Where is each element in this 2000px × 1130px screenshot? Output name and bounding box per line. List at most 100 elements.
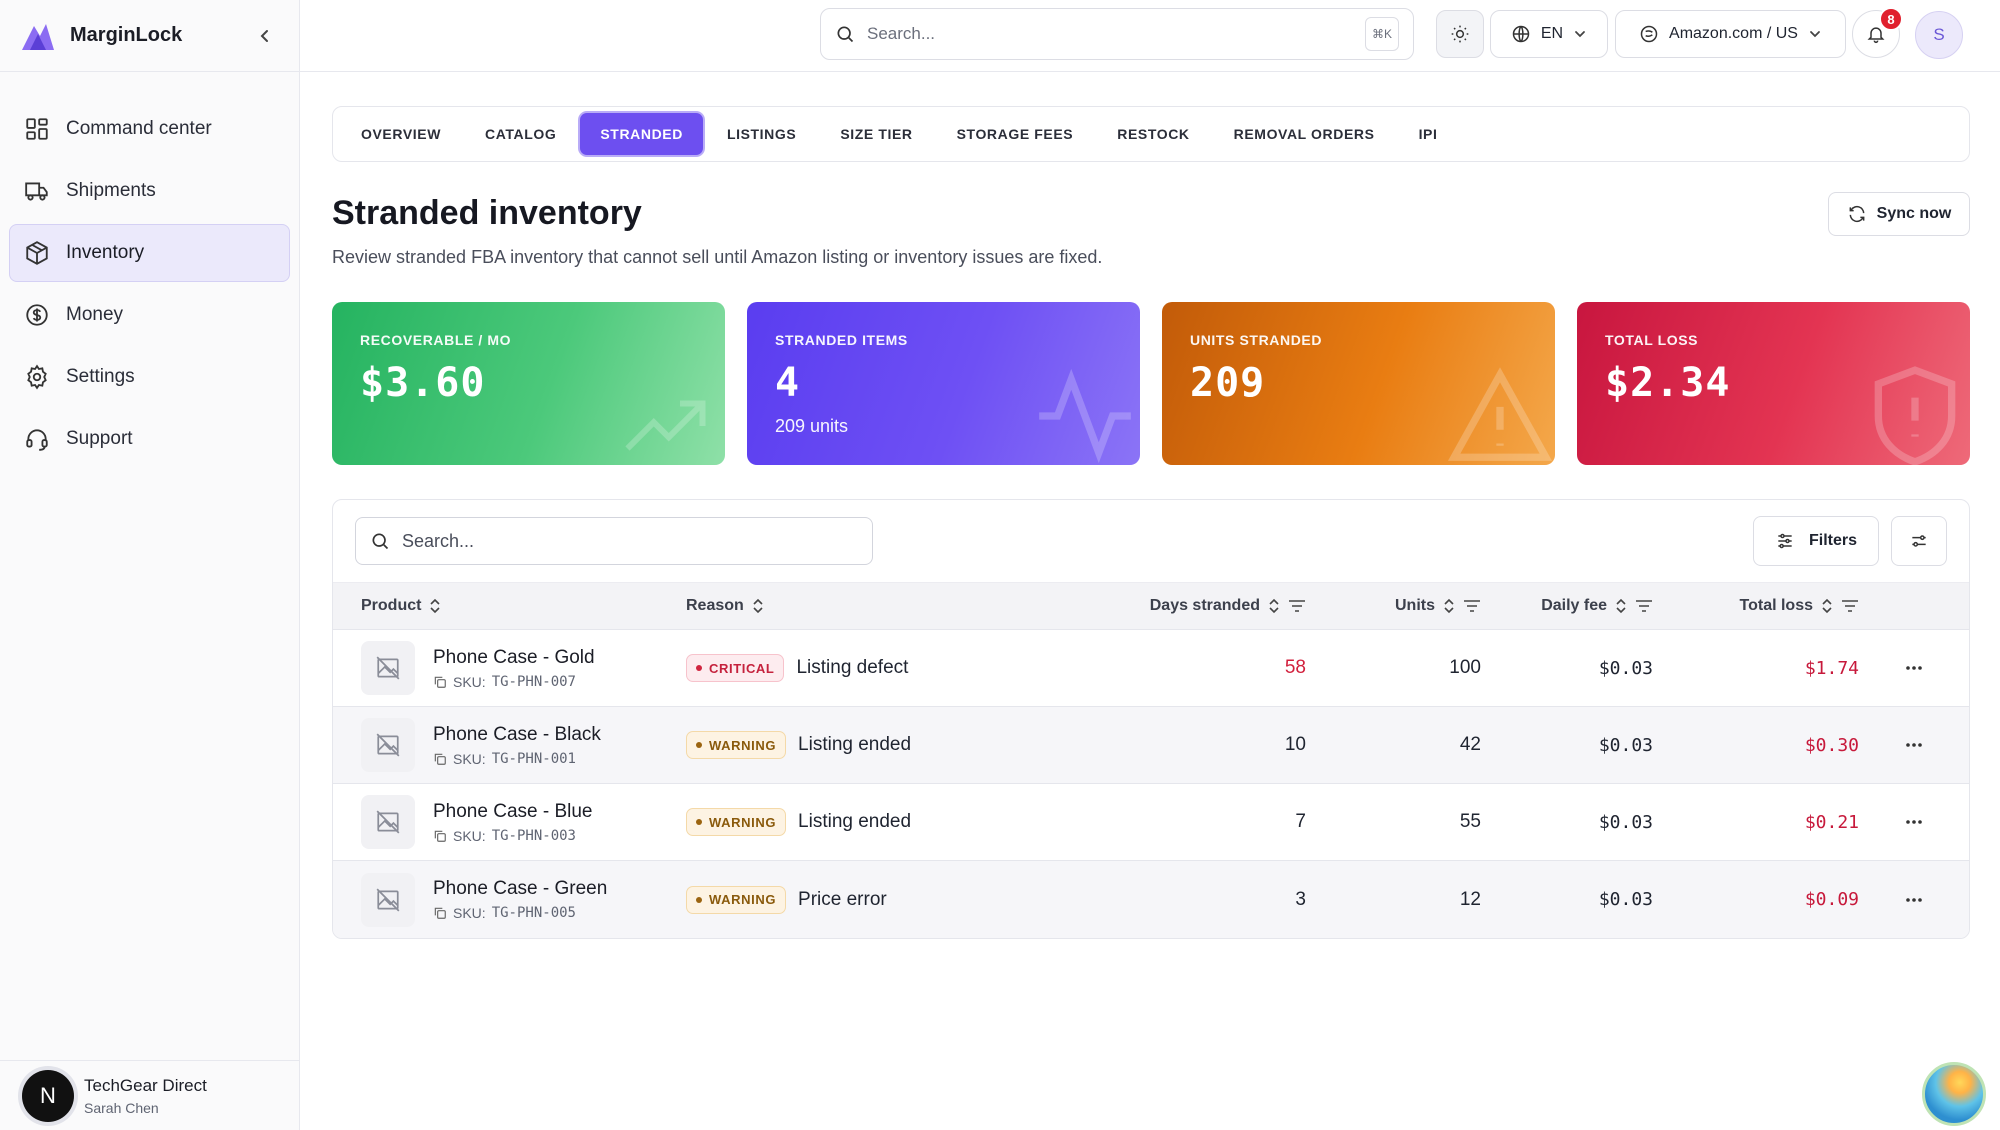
notifications-button[interactable]: 8: [1852, 7, 1903, 58]
days-stranded-value: 3: [1295, 888, 1306, 910]
tab-storage-fees[interactable]: STORAGE FEES: [956, 126, 1074, 142]
stat-card-value: 209: [1190, 360, 1266, 406]
product-name: Phone Case - Blue: [433, 800, 593, 822]
theme-toggle-button[interactable]: [1436, 10, 1484, 58]
total-loss-value: $0.09: [1804, 889, 1859, 910]
settings-sliders-icon: [1909, 531, 1929, 551]
days-stranded-value: 10: [1284, 734, 1306, 755]
filter-icon[interactable]: [1463, 599, 1481, 613]
image-placeholder-icon: [361, 872, 415, 927]
tab-catalog[interactable]: CATALOG: [485, 126, 557, 142]
total-loss-value: $0.21: [1804, 811, 1859, 833]
filter-icon[interactable]: [1635, 599, 1653, 613]
user-avatar[interactable]: S: [1915, 11, 1963, 59]
marketplace-select[interactable]: Amazon.com / US: [1615, 10, 1846, 58]
filters-button[interactable]: Filters: [1753, 516, 1879, 566]
sidebar-item-support[interactable]: Support: [9, 410, 290, 468]
stat-card-value: $3.60: [360, 360, 486, 406]
table-search-input[interactable]: Search...: [355, 517, 873, 565]
stat-card-stranded-items: STRANDED ITEMS 4 209 units: [747, 302, 1140, 465]
assistant-launcher-icon[interactable]: [1922, 1062, 1986, 1126]
column-settings-button[interactable]: [1891, 516, 1947, 566]
days-stranded-value: 58: [1284, 657, 1306, 678]
product-name: Phone Case - Green: [433, 878, 608, 899]
severity-label: CRITICAL: [709, 660, 775, 676]
activity-icon: [1030, 361, 1140, 465]
language-select[interactable]: EN: [1490, 10, 1608, 58]
severity-badge: WARNING: [686, 885, 787, 914]
column-label: Reason: [686, 597, 744, 614]
search-icon: [835, 24, 855, 44]
column-header-total-loss[interactable]: Total loss: [1740, 597, 1860, 615]
row-actions-button[interactable]: [1897, 805, 1931, 839]
table-row[interactable]: Phone Case - Gold SKU: TG-PHN-007 CRITIC…: [333, 630, 1969, 707]
table-row[interactable]: Phone Case - Black SKU: TG-PHN-001 WARNI…: [333, 707, 1969, 784]
filter-icon[interactable]: [1288, 599, 1306, 613]
row-actions-button[interactable]: [1897, 883, 1931, 917]
column-header-units[interactable]: Units: [1395, 597, 1481, 615]
tab-removal-orders[interactable]: REMOVAL ORDERS: [1233, 126, 1375, 142]
sidebar-item-label: Command center: [66, 118, 212, 139]
sync-now-button[interactable]: Sync now: [1828, 192, 1970, 236]
filter-icon[interactable]: [1841, 599, 1859, 613]
sort-icon: [1821, 598, 1833, 614]
sidebar-item-settings[interactable]: Settings: [9, 348, 290, 406]
more-horizontal-icon: [1905, 897, 1923, 903]
collapse-sidebar-button[interactable]: [251, 22, 279, 50]
reason-text: Price error: [798, 888, 887, 910]
stat-card-value: $2.34: [1605, 360, 1731, 406]
sidebar-item-shipments[interactable]: Shipments: [9, 162, 290, 220]
stat-card-total-loss: TOTAL LOSS $2.34: [1577, 302, 1970, 465]
stat-card-label: TOTAL LOSS: [1605, 332, 1699, 348]
copy-icon[interactable]: [433, 906, 447, 920]
sort-icon: [429, 598, 441, 614]
row-actions-button[interactable]: [1897, 728, 1931, 762]
sidebar-item-command-center[interactable]: Command center: [9, 100, 290, 158]
tab-stranded[interactable]: STRANDED: [580, 113, 703, 155]
inventory-tabs: OVERVIEW CATALOG STRANDED LISTINGS SIZE …: [332, 106, 1970, 162]
copy-icon[interactable]: [433, 752, 447, 766]
stat-card-label: UNITS STRANDED: [1190, 332, 1323, 348]
tab-restock[interactable]: RESTOCK: [1117, 126, 1190, 142]
global-search-input[interactable]: Search... ⌘K: [820, 8, 1414, 60]
daily-fee-value: $0.03: [1598, 734, 1653, 756]
image-placeholder-icon: [361, 718, 415, 772]
table-body: Phone Case - Gold SKU: TG-PHN-007 CRITIC…: [333, 630, 1969, 938]
shortcut-hint: ⌘K: [1365, 17, 1399, 51]
sidebar: MarginLock Command center Shipments Inve…: [0, 0, 300, 1130]
daily-fee-value: $0.03: [1598, 889, 1653, 910]
stat-cards: RECOVERABLE / MO $3.60 STRANDED ITEMS 4 …: [332, 302, 1970, 465]
column-header-days-stranded[interactable]: Days stranded: [1150, 597, 1306, 615]
table-row[interactable]: Phone Case - Blue SKU: TG-PHN-003 WARNIN…: [333, 784, 1969, 861]
sku-label: SKU:: [453, 905, 486, 921]
page-title: Stranded inventory: [332, 194, 642, 232]
stat-card-label: STRANDED ITEMS: [775, 332, 908, 348]
stat-card-label: RECOVERABLE / MO: [360, 332, 512, 348]
severity-label: WARNING: [709, 892, 777, 907]
sidebar-nav: Command center Shipments Inventory Money…: [0, 72, 299, 468]
sidebar-item-inventory[interactable]: Inventory: [9, 224, 290, 282]
severity-badge: WARNING: [686, 808, 787, 836]
copy-icon[interactable]: [433, 675, 447, 689]
daily-fee-value: $0.03: [1598, 811, 1653, 833]
severity-label: WARNING: [709, 814, 777, 830]
copy-icon[interactable]: [433, 829, 447, 843]
tab-size-tier[interactable]: SIZE TIER: [840, 126, 913, 142]
column-label: Product: [361, 597, 422, 614]
tab-listings[interactable]: LISTINGS: [726, 126, 797, 142]
table-row[interactable]: Phone Case - Green SKU: TG-PHN-005 WARNI…: [333, 861, 1969, 938]
row-actions-button[interactable]: [1897, 651, 1931, 685]
column-label: Days stranded: [1149, 597, 1260, 614]
column-header-daily-fee[interactable]: Daily fee: [1541, 597, 1653, 615]
tab-overview[interactable]: OVERVIEW: [361, 126, 442, 142]
tab-ipi[interactable]: IPI: [1418, 126, 1438, 142]
sidebar-item-label: Support: [66, 428, 133, 449]
column-header-product[interactable]: Product: [361, 597, 441, 615]
sku-value: TG-PHN-005: [491, 905, 576, 921]
sidebar-item-money[interactable]: Money: [9, 286, 290, 344]
sun-icon: [1450, 24, 1470, 44]
org-switcher[interactable]: N TechGear Direct Sarah Chen: [0, 1060, 300, 1130]
severity-badge: WARNING: [686, 731, 787, 759]
column-header-reason[interactable]: Reason: [686, 597, 764, 615]
truck-icon: [24, 178, 50, 204]
